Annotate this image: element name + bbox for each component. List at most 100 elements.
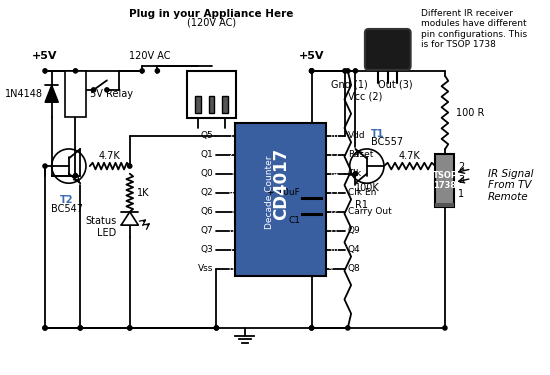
- Text: 120V AC: 120V AC: [129, 51, 170, 62]
- Text: Plug in your Appliance Here: Plug in your Appliance Here: [129, 9, 294, 19]
- Bar: [65, 71, 86, 117]
- Polygon shape: [121, 212, 138, 225]
- Text: Vss: Vss: [198, 264, 213, 273]
- Bar: [209, 96, 214, 113]
- Text: Q7: Q7: [201, 226, 213, 236]
- Circle shape: [214, 326, 218, 330]
- Text: 4.7K: 4.7K: [399, 152, 421, 161]
- Circle shape: [78, 326, 82, 330]
- Text: 6: 6: [228, 226, 234, 236]
- Text: BC557: BC557: [371, 137, 403, 147]
- Circle shape: [43, 326, 47, 330]
- Text: Gnd (1): Gnd (1): [331, 80, 367, 90]
- Circle shape: [155, 69, 160, 73]
- Text: Q3: Q3: [201, 245, 213, 254]
- Text: Q9: Q9: [348, 226, 361, 236]
- Text: Carry Out: Carry Out: [348, 207, 392, 216]
- Circle shape: [128, 326, 132, 330]
- Text: IR Signal
From TV
Remote: IR Signal From TV Remote: [488, 168, 534, 202]
- Circle shape: [346, 69, 350, 73]
- Text: 5V Relay: 5V Relay: [90, 89, 133, 99]
- Text: +5V: +5V: [299, 51, 324, 62]
- Text: 2: 2: [458, 162, 465, 172]
- Circle shape: [343, 69, 347, 73]
- Circle shape: [43, 326, 47, 330]
- Circle shape: [310, 326, 314, 330]
- Circle shape: [310, 326, 314, 330]
- Text: 1N4148: 1N4148: [5, 89, 43, 99]
- Text: 3: 3: [458, 176, 464, 185]
- Text: 1: 1: [228, 131, 234, 140]
- Text: 1: 1: [458, 189, 464, 199]
- Circle shape: [214, 326, 218, 330]
- Circle shape: [310, 69, 314, 73]
- Text: Decade Counter: Decade Counter: [265, 155, 274, 228]
- Text: 5: 5: [228, 207, 234, 216]
- Text: 9: 9: [328, 264, 333, 273]
- Text: 2: 2: [228, 150, 234, 159]
- Circle shape: [128, 164, 132, 168]
- Text: 100 R: 100 R: [456, 108, 485, 117]
- Text: Q0: Q0: [201, 169, 213, 178]
- Text: 4.7K: 4.7K: [99, 152, 120, 161]
- Text: TSOP
1738: TSOP 1738: [432, 171, 458, 190]
- Text: CD4017: CD4017: [272, 148, 290, 220]
- Circle shape: [128, 326, 132, 330]
- Circle shape: [91, 88, 96, 92]
- Circle shape: [310, 69, 314, 73]
- Text: 8: 8: [228, 264, 234, 273]
- Text: Clk: Clk: [348, 169, 362, 178]
- Text: 3: 3: [228, 169, 234, 178]
- Text: 16: 16: [328, 131, 338, 140]
- Text: Q5: Q5: [201, 131, 213, 140]
- Text: Q6: Q6: [201, 207, 213, 216]
- Text: 1K: 1K: [138, 188, 150, 198]
- Bar: [222, 96, 228, 113]
- Text: +5V: +5V: [32, 51, 58, 62]
- Text: 12: 12: [328, 207, 338, 216]
- Circle shape: [78, 326, 82, 330]
- Text: R1: R1: [355, 200, 368, 210]
- Text: 7: 7: [228, 245, 234, 254]
- Text: 14: 14: [328, 169, 338, 178]
- Polygon shape: [45, 85, 58, 102]
- Bar: [187, 71, 236, 118]
- Circle shape: [73, 69, 78, 73]
- Text: Reset: Reset: [348, 150, 373, 159]
- Text: Q8: Q8: [348, 264, 361, 273]
- Text: Clk En: Clk En: [348, 188, 376, 197]
- Circle shape: [140, 69, 144, 73]
- Bar: [235, 123, 326, 276]
- Bar: [436, 203, 454, 207]
- Circle shape: [346, 326, 350, 330]
- Text: Out (3): Out (3): [378, 80, 413, 90]
- Text: 4: 4: [228, 188, 234, 197]
- Text: 13: 13: [328, 188, 338, 197]
- Text: T2: T2: [60, 195, 74, 205]
- Text: Different IR receiver
modules have different
pin configurations. This
is for TSO: Different IR receiver modules have diffe…: [421, 9, 527, 49]
- Bar: [436, 154, 454, 207]
- Circle shape: [310, 69, 314, 73]
- Text: (120V AC): (120V AC): [187, 18, 236, 27]
- Text: 100K: 100K: [355, 183, 380, 193]
- Text: C1: C1: [288, 216, 300, 225]
- Text: 15: 15: [328, 150, 338, 159]
- Circle shape: [353, 69, 358, 73]
- Text: Q4: Q4: [348, 245, 360, 254]
- Text: Status
LED: Status LED: [85, 216, 117, 238]
- Text: Vdd: Vdd: [348, 131, 365, 140]
- Text: Vcc (2): Vcc (2): [348, 92, 382, 101]
- Circle shape: [73, 174, 78, 178]
- Circle shape: [353, 172, 358, 176]
- Bar: [195, 96, 201, 113]
- Text: T1: T1: [371, 129, 384, 140]
- Text: Q1: Q1: [201, 150, 213, 159]
- Circle shape: [105, 88, 109, 92]
- Text: Q2: Q2: [201, 188, 213, 197]
- Text: BC547: BC547: [51, 204, 83, 214]
- Circle shape: [43, 69, 47, 73]
- Circle shape: [43, 164, 47, 168]
- Text: 11: 11: [328, 226, 338, 236]
- Text: + 10uF: + 10uF: [267, 188, 300, 196]
- Text: 10: 10: [328, 245, 338, 254]
